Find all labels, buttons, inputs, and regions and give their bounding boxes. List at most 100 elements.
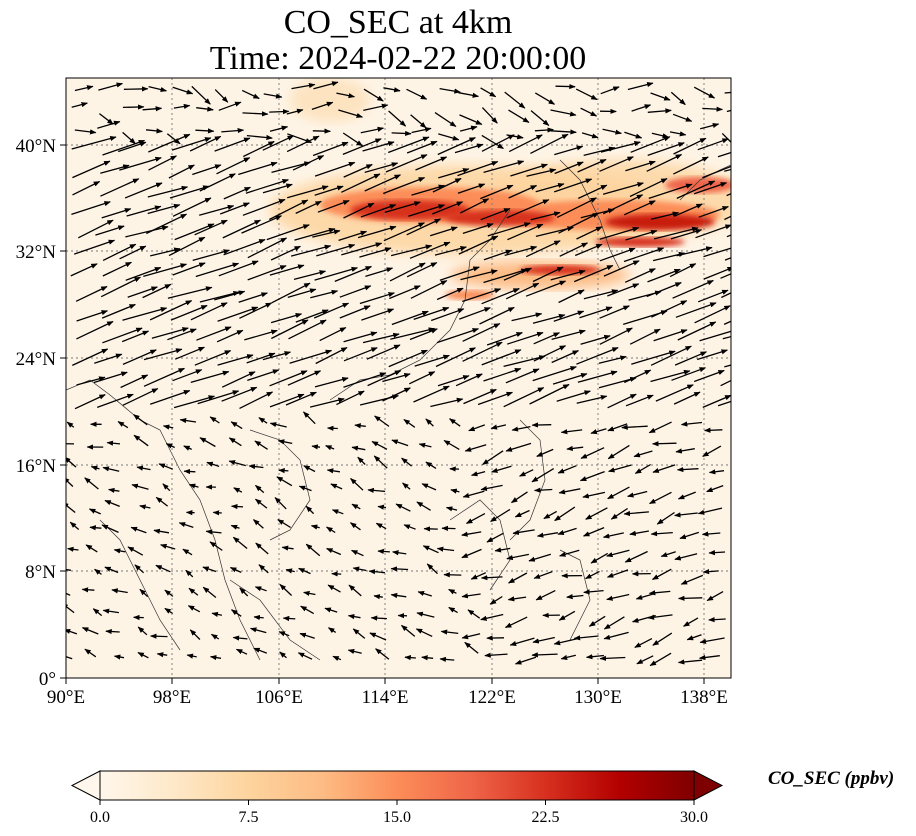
wind-arrow: [697, 138, 729, 151]
wind-arrow: [439, 87, 461, 94]
wind-arrow: [142, 283, 172, 299]
wind-arrow: [384, 201, 421, 214]
wind-arrow: [532, 313, 566, 324]
wind-arrow: [647, 108, 672, 114]
wind-arrow: [410, 114, 427, 129]
wind-arrow: [229, 566, 242, 573]
wind-arrow: [434, 112, 457, 128]
wind-arrow: [278, 468, 289, 474]
wind-arrow: [534, 127, 554, 133]
wind-arrow: [717, 400, 731, 407]
wind-arrow: [487, 222, 531, 237]
wind-arrow: [244, 329, 278, 341]
wind-arrow: [341, 173, 381, 193]
wind-arrow: [341, 242, 383, 256]
wind-arrow: [652, 251, 686, 262]
wind-arrow: [577, 370, 618, 383]
wind-arrow: [470, 572, 487, 580]
wind-arrow: [97, 120, 121, 129]
wind-arrow: [670, 91, 686, 106]
wind-arrow: [92, 608, 103, 617]
wind-vectors: [66, 81, 731, 667]
wind-arrow: [403, 418, 416, 428]
wind-arrow: [555, 83, 576, 90]
wind-arrow: [389, 262, 426, 282]
wind-arrow: [262, 135, 295, 151]
wind-arrow: [104, 566, 119, 574]
wind-arrow: [436, 287, 464, 301]
colorbar-body: [100, 771, 694, 800]
wind-arrow: [530, 211, 561, 221]
wind-arrow: [438, 168, 470, 179]
wind-arrow: [147, 203, 181, 215]
wind-arrow: [298, 485, 312, 492]
wind-arrow: [354, 423, 366, 429]
wind-arrow: [700, 122, 720, 130]
wind-arrow: [121, 330, 150, 343]
wind-arrow: [680, 574, 704, 585]
wind-arrow: [191, 85, 211, 105]
wind-arrow: [429, 226, 458, 237]
wind-arrow: [606, 549, 630, 558]
wind-arrow: [457, 160, 499, 177]
wind-arrow: [454, 143, 484, 154]
wind-arrow: [113, 654, 125, 660]
wind-arrow: [219, 202, 250, 215]
wind-arrow: [254, 586, 267, 592]
wind-arrow: [93, 371, 128, 384]
wind-arrow: [269, 109, 290, 115]
wind-arrow: [702, 569, 719, 575]
wind-arrow: [235, 648, 248, 655]
wind-arrow: [136, 465, 151, 471]
wind-arrow: [279, 651, 287, 659]
wind-arrow: [310, 524, 320, 530]
colorbar-label: CO_SEC (ppbv): [768, 768, 895, 789]
wind-arrow: [701, 531, 721, 537]
wind-arrow: [576, 394, 608, 404]
wind-arrow: [514, 656, 537, 665]
wind-arrow: [319, 327, 347, 342]
wind-arrow: [347, 614, 361, 620]
wind-arrow: [607, 393, 637, 409]
wind-arrow: [702, 445, 722, 457]
wind-arrow: [262, 183, 293, 194]
wind-arrow: [673, 391, 701, 405]
wind-arrow: [209, 541, 223, 551]
wind-arrow: [342, 132, 363, 147]
wind-arrow: [98, 82, 124, 91]
wind-arrow: [459, 125, 478, 132]
wind-arrow: [243, 140, 275, 158]
wind-arrow: [445, 506, 458, 512]
wind-arrow: [390, 566, 409, 572]
wind-arrow: [287, 185, 329, 199]
wind-arrow: [78, 219, 114, 239]
wind-arrow: [448, 588, 457, 595]
wind-arrow: [351, 503, 361, 510]
wind-arrow: [214, 137, 251, 152]
wind-arrow: [418, 442, 432, 448]
wind-arrow: [70, 263, 98, 277]
x-tick-label: 138°E: [680, 687, 728, 708]
wind-arrow: [155, 496, 168, 507]
wind-arrow: [239, 587, 249, 597]
wind-arrow: [66, 568, 72, 571]
wind-arrow: [436, 546, 455, 552]
wind-arrow: [432, 201, 464, 215]
wind-arrow: [556, 390, 591, 402]
wind-arrow: [167, 286, 213, 299]
wind-arrow: [606, 593, 630, 601]
wind-arrow: [137, 651, 149, 659]
wind-arrow: [708, 617, 726, 623]
wind-arrow: [247, 237, 288, 259]
wind-arrow: [724, 215, 731, 221]
wind-arrow: [489, 595, 503, 605]
wind-arrow: [648, 590, 671, 596]
wind-arrow: [127, 286, 158, 298]
wind-arrow: [465, 513, 486, 524]
wind-arrow: [246, 134, 273, 141]
wind-arrow: [192, 164, 222, 176]
wind-arrow: [625, 394, 654, 407]
wind-arrow: [721, 132, 731, 144]
wind-arrow: [669, 263, 697, 278]
wind-arrow: [511, 425, 531, 432]
